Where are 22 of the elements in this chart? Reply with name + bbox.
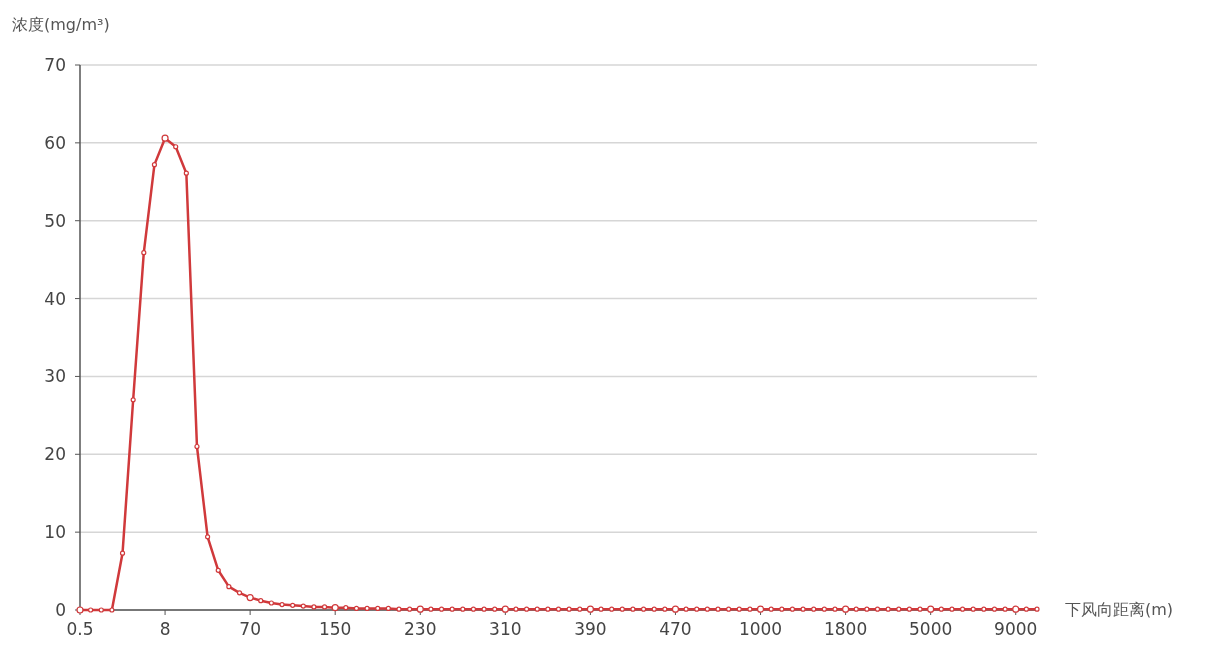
y-tick-label: 0 [55, 599, 66, 620]
x-tick-label: 390 [574, 619, 607, 639]
x-tick-label: 1800 [823, 619, 868, 639]
x-tick-label: 150 [318, 619, 352, 639]
y-tick-label: 30 [44, 366, 66, 387]
x-tick-label: 8 [159, 619, 171, 639]
x-tick-label: 1000 [738, 619, 783, 639]
x-tick-label: 0.5 [66, 619, 94, 639]
x-tick-label: 470 [659, 619, 692, 639]
y-tick-label: 60 [44, 132, 66, 153]
x-axis-title: 下风向距离(m) [1065, 600, 1174, 619]
x-tick-label: 310 [489, 619, 522, 639]
x-tick-label: 70 [239, 619, 261, 639]
y-tick-label: 50 [44, 210, 66, 231]
x-tick-label: 5000 [909, 619, 953, 639]
x-tick-label: 230 [404, 619, 437, 639]
y-axis-title: 浓度(mg/m³) [12, 15, 110, 34]
x-tick-label: 9000 [994, 619, 1038, 639]
y-tick-label: 10 [44, 522, 66, 543]
y-tick-label: 40 [44, 288, 66, 309]
y-tick-label: 70 [44, 54, 66, 75]
y-tick-label: 20 [44, 444, 66, 465]
